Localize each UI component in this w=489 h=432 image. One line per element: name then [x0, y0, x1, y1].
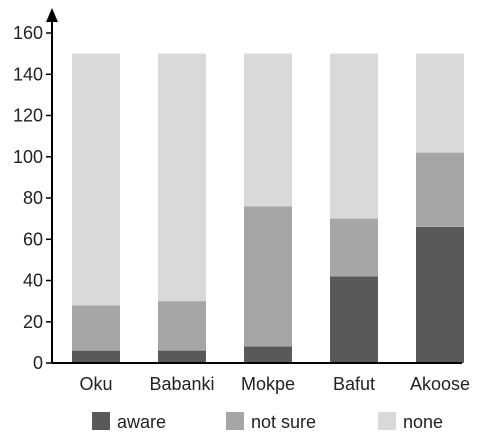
- bar-none-oku: [72, 53, 120, 306]
- bar-aware-mokpe: [244, 346, 292, 363]
- y-tick-label: 0: [33, 353, 43, 373]
- legend-swatch-not-sure: [226, 412, 244, 430]
- legend-label-aware: aware: [117, 412, 166, 432]
- y-tick-label: 20: [23, 312, 43, 332]
- bar-aware-oku: [72, 350, 120, 363]
- legend-swatch-none: [378, 412, 396, 430]
- y-tick-label: 120: [13, 106, 43, 126]
- y-axis-arrow-icon: [46, 8, 58, 22]
- legend-swatch-aware: [92, 412, 110, 430]
- x-tick-label-bafut: Bafut: [333, 374, 375, 394]
- bar-not-sure-babanki: [158, 301, 206, 351]
- x-tick-label-akoose: Akoose: [410, 374, 470, 394]
- legend-label-none: none: [403, 412, 443, 432]
- axes-group: [46, 8, 462, 364]
- y-tick-label: 60: [23, 229, 43, 249]
- legend-label-not-sure: not sure: [251, 412, 316, 432]
- y-ticks-group: 0 20 40 60 80 100 120 140 160: [13, 23, 52, 373]
- bar-aware-akoose: [416, 226, 464, 363]
- bar-aware-babanki: [158, 350, 206, 363]
- bar-none-bafut: [330, 53, 378, 219]
- bar-none-babanki: [158, 53, 206, 302]
- y-tick-label: 40: [23, 271, 43, 291]
- legend: aware not sure none: [92, 412, 443, 432]
- bar-none-akoose: [416, 53, 464, 153]
- bar-none-mokpe: [244, 53, 292, 207]
- y-tick-label: 80: [23, 188, 43, 208]
- bar-not-sure-akoose: [416, 152, 464, 227]
- x-tick-label-oku: Oku: [79, 374, 112, 394]
- y-tick-label: 140: [13, 64, 43, 84]
- bar-not-sure-oku: [72, 305, 120, 351]
- x-tick-label-mokpe: Mokpe: [241, 374, 295, 394]
- bar-aware-bafut: [330, 276, 378, 363]
- x-labels-group: Oku Babanki Mokpe Bafut Akoose: [79, 374, 470, 394]
- y-tick-label: 160: [13, 23, 43, 43]
- bar-not-sure-bafut: [330, 218, 378, 277]
- x-tick-label-babanki: Babanki: [149, 374, 214, 394]
- bars-group: [72, 53, 464, 363]
- y-tick-label: 100: [13, 147, 43, 167]
- bar-not-sure-mokpe: [244, 206, 292, 347]
